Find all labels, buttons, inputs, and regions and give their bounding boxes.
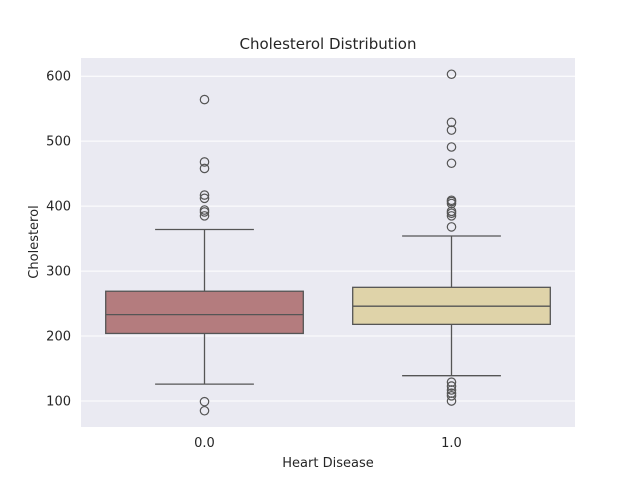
- box-group: [105, 94, 304, 416]
- outlier-point: [446, 158, 457, 169]
- x-tick-label: 0.0: [194, 436, 215, 451]
- y-ticks: 100 200 300 400 500 600: [46, 70, 71, 410]
- y-tick-label: 200: [46, 330, 71, 345]
- outlier-point: [446, 381, 457, 391]
- outlier-point: [446, 142, 457, 152]
- outlier-point: [199, 207, 210, 217]
- y-tick-label: 300: [46, 265, 71, 280]
- outlier-point: [446, 396, 457, 406]
- outlier-point: [199, 405, 210, 416]
- outlier-point: [446, 222, 457, 232]
- outlier-point: [446, 388, 457, 399]
- outlier-point: [446, 391, 457, 401]
- outlier-point: [446, 208, 457, 219]
- outlier-point: [199, 163, 210, 174]
- outlier-point: [446, 198, 457, 209]
- outlier-point: [446, 385, 457, 395]
- outlier-point: [446, 125, 457, 135]
- outlier-point: [199, 396, 210, 407]
- outlier-point: [199, 190, 210, 200]
- y-tick-label: 600: [46, 70, 71, 85]
- boxes: [105, 69, 551, 416]
- x-axis-label: Heart Disease: [282, 456, 373, 471]
- outlier-point: [199, 211, 210, 221]
- outlier-point: [446, 211, 457, 221]
- y-tick-label: 400: [46, 200, 71, 215]
- outlier-point: [199, 157, 210, 167]
- x-tick-label: 1.0: [441, 436, 462, 451]
- iqr-box: [105, 290, 304, 335]
- y-axis-label: Cholesterol: [27, 205, 42, 278]
- outlier-point: [446, 377, 457, 387]
- outlier-point: [199, 193, 210, 204]
- y-tick-label: 500: [46, 135, 71, 150]
- outlier-point: [446, 69, 457, 80]
- outlier-point: [446, 117, 457, 128]
- plot-background: [81, 58, 575, 427]
- outlier-point: [199, 94, 210, 105]
- x-ticks: 0.0 1.0: [194, 436, 462, 451]
- y-tick-label: 100: [46, 395, 71, 410]
- box-group: [352, 69, 551, 406]
- chart-title: Cholesterol Distribution: [240, 35, 417, 53]
- grid: [81, 75, 575, 402]
